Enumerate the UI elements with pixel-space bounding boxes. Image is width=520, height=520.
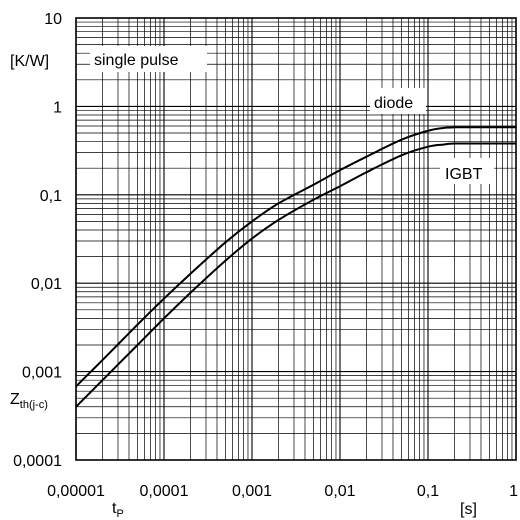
diode-label-box — [370, 88, 426, 114]
plot-area-frame — [75, 17, 517, 461]
tick-labels: 0,00001 0,0001 0,001 0,01 0,1 1 10 1 0,1 0,01 0,00… — [13, 11, 518, 500]
series-label-diode: diode — [374, 95, 413, 112]
y-tick-label: 0,1 — [40, 188, 62, 205]
y-axis-label-main: Z — [10, 391, 20, 408]
annotation-box — [90, 46, 207, 72]
x-tick-label: 0,01 — [324, 483, 355, 500]
x-axis-unit: [s] — [460, 501, 477, 518]
series-label-igbt: IGBT — [445, 166, 483, 183]
x-axis-label: tP — [112, 500, 124, 520]
x-axis-label-main: t — [112, 500, 117, 517]
x-tick-label: 0,00001 — [47, 483, 105, 500]
y-axis-label-subscript: th(j-c) — [20, 399, 48, 411]
y-axis-label: Zth(j-c) — [10, 391, 48, 411]
y-tick-label: 0,0001 — [13, 453, 62, 470]
single-pulse-annotation: single pulse — [94, 52, 179, 69]
y-axis-unit: [K/W] — [10, 53, 49, 70]
x-tick-label: 0,0001 — [140, 483, 189, 500]
x-tick-label: 0,001 — [232, 483, 272, 500]
y-tick-label: 0,01 — [31, 276, 62, 293]
grid-lines — [75, 18, 516, 461]
y-tick-label: 1 — [53, 99, 62, 116]
x-tick-label: 1 — [509, 483, 518, 500]
series-line-igbt — [75, 142, 516, 408]
x-tick-label: 0,1 — [417, 483, 439, 500]
igbt-label-box — [440, 158, 494, 184]
series-line-diode — [75, 126, 516, 388]
x-axis-label-subscript: P — [116, 508, 123, 520]
y-tick-label: 0,001 — [22, 365, 62, 382]
y-tick-label: 10 — [44, 11, 62, 28]
series-curves — [75, 126, 516, 408]
